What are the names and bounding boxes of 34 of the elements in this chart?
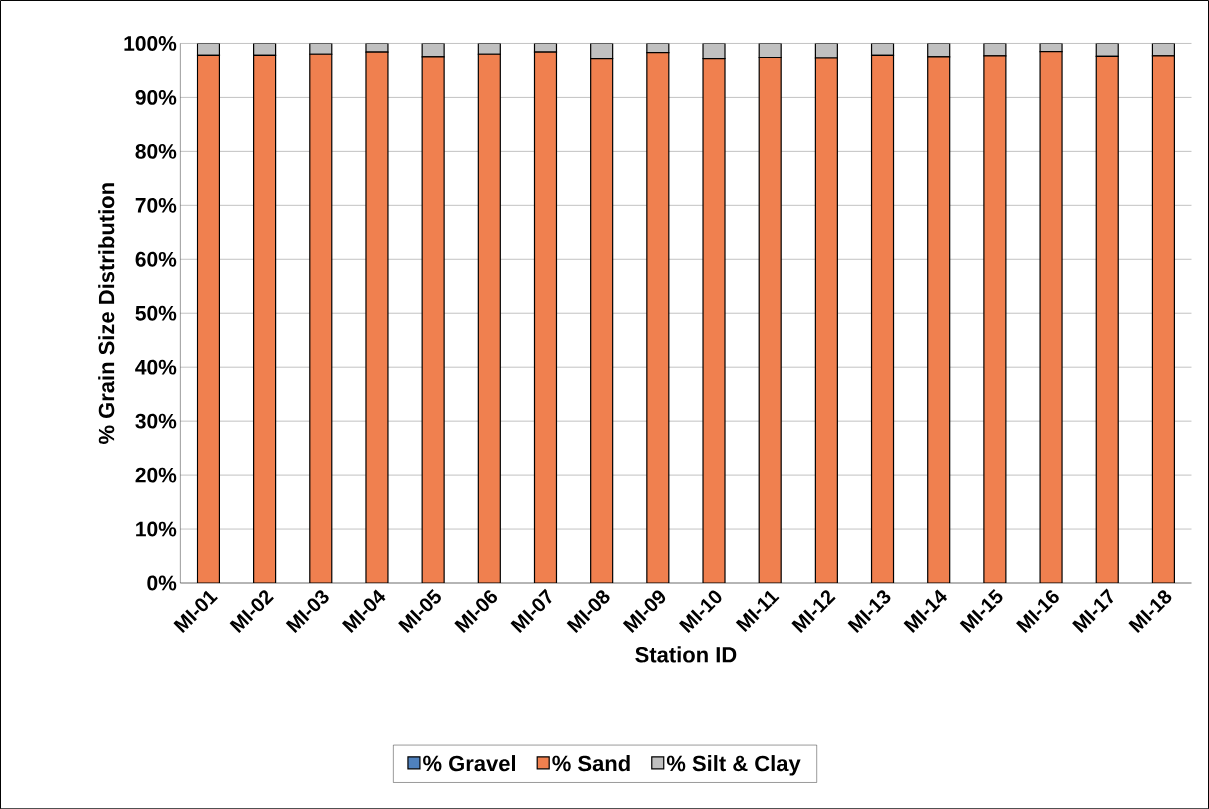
bar [702, 57, 726, 583]
bar [983, 55, 1007, 583]
legend-label: % Silt & Clay [666, 754, 801, 776]
y-tick-label: 70% [135, 197, 177, 213]
y-tick-label: 50% [135, 305, 177, 321]
y-axis-title: % Grain Size Distribution [98, 183, 115, 444]
y-tick-label: 100% [124, 35, 177, 51]
bar [421, 56, 445, 583]
y-tick-label: 0% [147, 575, 177, 591]
bar [533, 51, 558, 583]
bar [309, 53, 333, 583]
bar [253, 54, 277, 583]
y-tick-label: 90% [135, 89, 177, 105]
bar [477, 53, 501, 583]
y-tick-label: 10% [136, 521, 177, 537]
bar [590, 57, 614, 583]
bar [870, 54, 895, 583]
bar [1151, 55, 1175, 583]
bar [646, 51, 670, 583]
y-tick-label: 60% [135, 251, 177, 267]
bar [927, 56, 951, 583]
bar [365, 51, 389, 583]
y-tick-label: 20% [135, 467, 177, 483]
y-tick-label: 30% [135, 413, 177, 429]
y-tick-label: 40% [135, 359, 177, 375]
bar [758, 56, 782, 583]
bar [1095, 55, 1119, 583]
bar [814, 57, 838, 583]
y-tick-label: 80% [135, 143, 177, 159]
x-axis-title: Station ID [635, 646, 737, 663]
legend-label: % Sand [552, 754, 630, 772]
bar [196, 54, 221, 583]
bar [1039, 50, 1063, 583]
legend-label: % Gravel [423, 754, 516, 772]
